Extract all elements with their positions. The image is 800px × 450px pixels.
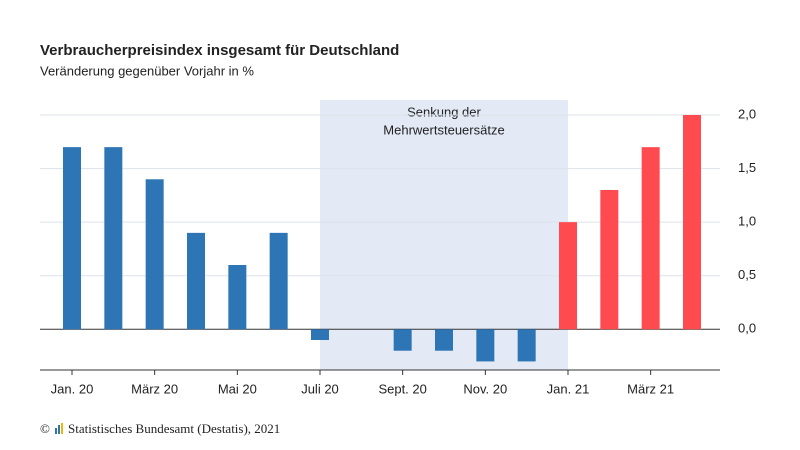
logo xyxy=(55,423,63,434)
bar xyxy=(476,329,495,362)
source: Statistisches Bundesamt (Destatis), 2021 xyxy=(68,421,280,436)
bar xyxy=(311,329,329,340)
bar xyxy=(683,115,701,330)
y-tick-label: 0,0 xyxy=(738,321,756,336)
bar xyxy=(393,329,412,351)
x-tick-label: Juli 20 xyxy=(301,381,339,396)
bar xyxy=(269,232,288,330)
bar xyxy=(228,265,247,330)
bar xyxy=(517,329,536,362)
y-tick-label: 0,5 xyxy=(738,267,756,282)
x-tick-label: Sept. 20 xyxy=(378,381,426,396)
annotation-text: Senkung der xyxy=(407,104,481,119)
x-tick-label: Mai 20 xyxy=(218,381,257,396)
x-tick-label: Jan. 21 xyxy=(547,381,590,396)
chart-subtitle: Veränderung gegenüber Vorjahr in % xyxy=(40,63,254,78)
chart-title: Verbraucherpreisindex insgesamt für Deut… xyxy=(40,42,399,59)
y-tick-label: 2,0 xyxy=(738,106,756,121)
y-tick-label: 1,0 xyxy=(738,214,756,229)
bar xyxy=(145,179,164,330)
bar xyxy=(187,232,205,330)
bar xyxy=(63,147,81,330)
x-tick-label: März 20 xyxy=(131,381,178,396)
annotation-text: Mehrwertsteuersätze xyxy=(383,122,504,137)
bar xyxy=(104,147,123,330)
bar xyxy=(559,222,577,330)
x-tick-label: Jan. 20 xyxy=(51,381,94,396)
y-tick-label: 1,5 xyxy=(738,160,756,175)
bar xyxy=(435,329,453,351)
x-tick-label: März 21 xyxy=(627,381,674,396)
bar xyxy=(641,147,660,330)
annotation-band xyxy=(320,100,568,370)
bar xyxy=(600,190,619,330)
x-tick-label: Nov. 20 xyxy=(463,381,507,396)
copyright: © xyxy=(40,421,50,436)
